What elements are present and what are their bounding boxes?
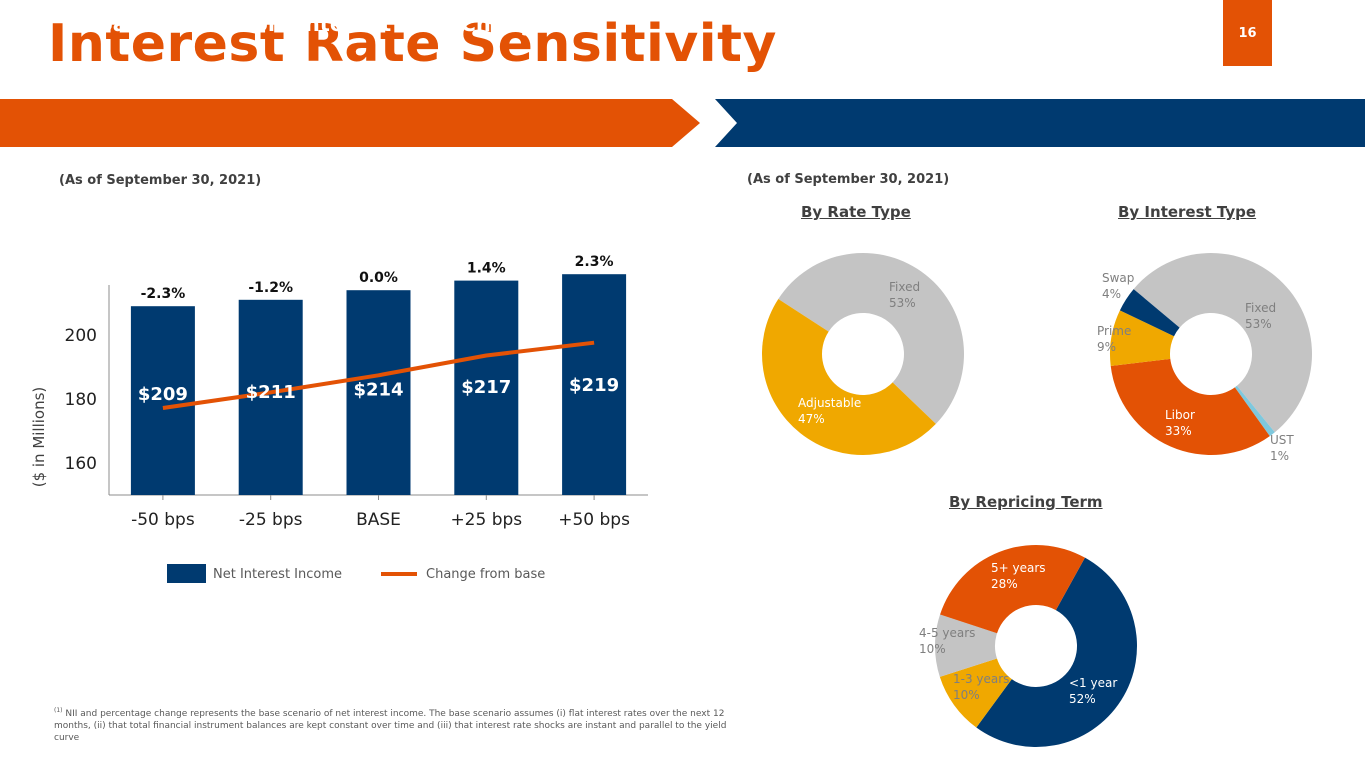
rate-adjustable-label: Adjustable 47% (798, 395, 861, 427)
footnote-marker: (1) (54, 707, 63, 714)
donut-slice-prime (1110, 310, 1175, 366)
y-tick-label: 180 (65, 390, 97, 410)
nii-value-label: $219 (569, 375, 619, 396)
slice-name: <1 year (1069, 676, 1118, 690)
rate-type-title: By Rate Type (801, 203, 911, 221)
slice-value: 28% (991, 577, 1018, 591)
change-pct-label: -1.2% (248, 280, 293, 296)
slice-value: 33% (1165, 424, 1192, 438)
slice-value: 1% (1270, 449, 1290, 463)
rate-type-donut (762, 252, 964, 455)
interest-ust-label: UST 1% (1270, 432, 1294, 464)
nii-value-label: $217 (461, 377, 511, 398)
interest-type-title: By Interest Type (1118, 203, 1257, 221)
interest-swap-label: Swap 4% (1102, 270, 1134, 302)
repricing-term-title: By Repricing Term (949, 493, 1103, 511)
slice-value: 10% (953, 688, 980, 702)
footnote: (1) NII and percentage change represents… (54, 705, 744, 744)
y-axis-label: ($ in Millions) (30, 387, 48, 488)
slice-name: Fixed (1245, 301, 1277, 315)
chart-legend: Net Interest Income Change from base (167, 564, 545, 583)
donut-slice-adjustable (762, 298, 936, 455)
x-tick-label: +50 bps (558, 510, 630, 530)
x-tick-label: -50 bps (131, 510, 195, 530)
rate-fixed-label: Fixed 53% (889, 279, 920, 311)
slice-name: Swap (1102, 271, 1135, 285)
slice-name: 4-5 years (919, 626, 976, 640)
repricing-term-donut (935, 545, 1137, 747)
term-5plus-label: 5+ years 28% (991, 560, 1046, 592)
nii-value-label: $211 (246, 382, 296, 403)
left-banner-footnote-ref: (1) (553, 12, 575, 28)
slice-value: 53% (1245, 317, 1272, 331)
donut-slice-fixed (778, 252, 964, 424)
nii-bar-chart: 160 180 200 -50 bps -25 bps BASE +25 bps +50 bp… (30, 254, 648, 583)
nii-value-label: $209 (138, 384, 188, 405)
slice-name: Prime (1097, 324, 1132, 338)
interest-libor-label: Libor 33% (1165, 407, 1195, 439)
right-as-of-date: (As of September 30, 2021) (747, 172, 950, 187)
slice-name: Fixed (889, 280, 921, 294)
nii-bar (346, 290, 411, 495)
legend-swatch-nii (167, 564, 206, 583)
slice-value: 9% (1097, 340, 1117, 354)
change-pct-label: 0.0% (359, 270, 398, 286)
change-from-base-line (162, 340, 595, 410)
nii-bar (130, 306, 195, 495)
x-tick-label: +25 bps (450, 510, 522, 530)
page-title: Interest Rate Sensitivity (48, 14, 777, 74)
donut-slice-swap (1119, 289, 1180, 337)
left-banner-shape (0, 99, 700, 147)
term-4-5-label: 4-5 years 10% (919, 625, 975, 657)
nii-value-label: $214 (353, 380, 403, 401)
slice-value: 4% (1102, 287, 1122, 301)
term-1-3-label: 1-3 years 10% (953, 671, 1009, 703)
nii-bar (562, 274, 627, 495)
slice-value: 53% (889, 296, 916, 310)
slice-name: 5+ years (991, 561, 1046, 575)
y-tick-label: 200 (65, 326, 97, 346)
interest-type-donut (1110, 253, 1312, 455)
donut-slice-libor (1110, 358, 1270, 455)
slice-value: 47% (798, 412, 825, 426)
donut-slice-1-3-years (939, 658, 1012, 728)
right-banner-title: Loan Portfolio & Repricing Detail (761, 12, 1151, 36)
slice-name: 1-3 years (953, 672, 1010, 686)
y-tick-label: 160 (65, 454, 97, 474)
donut-slice-ust (1234, 385, 1275, 437)
change-pct-label: 1.4% (467, 261, 506, 277)
footnote-text: NII and percentage change represents the… (54, 709, 727, 743)
interest-prime-label: Prime 9% (1097, 323, 1131, 355)
right-banner-shape (715, 99, 1365, 147)
nii-bar (454, 280, 519, 495)
left-as-of-date: (As of September 30, 2021) (59, 173, 262, 188)
slice-value: 10% (919, 642, 946, 656)
slice-name: Adjustable (798, 396, 862, 410)
x-tick-label: -25 bps (239, 510, 303, 530)
legend-label-change: Change from base (426, 567, 545, 582)
change-pct-label: 2.3% (575, 254, 614, 270)
left-banner-title: Impact on NII from Interest Rate Change(… (68, 0, 574, 48)
donut-slice-fixed (1133, 253, 1312, 433)
change-pct-label: -2.3% (141, 286, 186, 302)
legend-label-nii: Net Interest Income (213, 567, 342, 582)
interest-fixed-label: Fixed 53% (1245, 300, 1276, 332)
term-lt1-label: <1 year 52% (1069, 675, 1117, 707)
slice-name: Libor (1165, 408, 1195, 422)
donut-slice-4-5-years (935, 614, 998, 677)
slice-value: 52% (1069, 692, 1096, 706)
x-tick-label: BASE (356, 510, 401, 530)
slice-name: UST (1270, 433, 1294, 447)
left-banner-label: Impact on NII from Interest Rate Change (68, 12, 550, 36)
page-number: 16 (1223, 0, 1272, 66)
donut-slice-5-years (940, 545, 1085, 634)
donut-slice--1-year (976, 557, 1137, 747)
